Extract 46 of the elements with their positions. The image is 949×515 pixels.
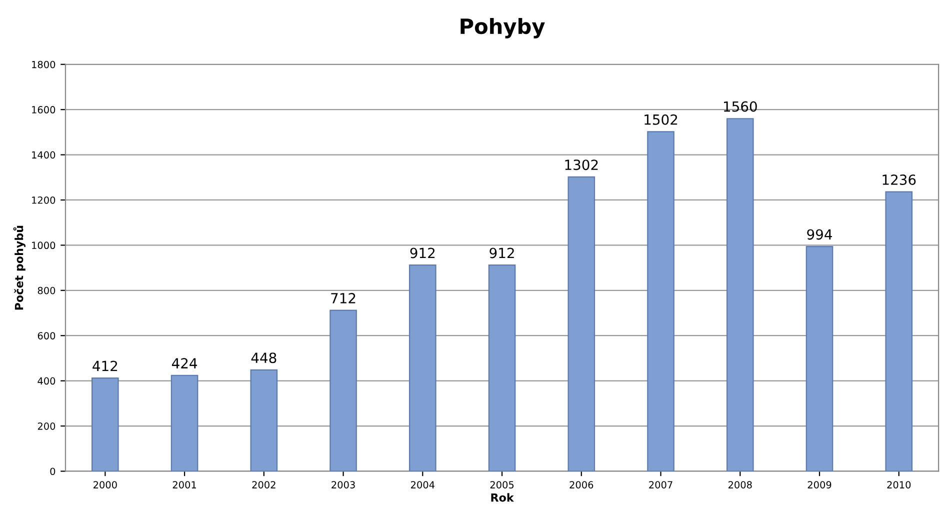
data-label: 1502: [644, 114, 678, 125]
bar: [409, 264, 436, 472]
y-tick-label: 1000: [32, 242, 56, 250]
x-tick-label: 2001: [172, 481, 196, 488]
y-tick-label: 800: [38, 286, 56, 294]
x-axis-title: Rok: [491, 493, 514, 502]
y-tick-label: 1200: [32, 196, 56, 204]
y-tick-label: 1600: [32, 106, 56, 114]
bar: [488, 264, 516, 472]
bar: [92, 378, 119, 472]
x-tick-label: 2000: [94, 481, 117, 488]
data-label: 412: [92, 360, 118, 372]
x-tick-label: 2006: [570, 481, 594, 488]
x-tick-label: 2010: [887, 481, 911, 488]
x-tick-label: 2009: [808, 481, 832, 488]
bar: [250, 369, 278, 472]
y-tick-label: 0: [50, 468, 56, 476]
x-tick-label: 2004: [410, 481, 434, 488]
data-label: 424: [172, 358, 198, 368]
x-tick-label: 2003: [332, 481, 355, 488]
data-label: 912: [410, 248, 435, 258]
bar: [647, 131, 674, 472]
data-label: 994: [807, 229, 832, 240]
data-label: 1236: [882, 174, 916, 185]
y-tick-label: 600: [38, 332, 56, 340]
data-label: 448: [251, 352, 276, 364]
x-tick-label: 2002: [252, 481, 276, 488]
bar: [170, 374, 198, 472]
y-tick-label: 1400: [32, 151, 56, 159]
bar: [806, 246, 834, 472]
chart-title: Pohyby: [460, 18, 545, 38]
x-tick-label: 2008: [728, 481, 752, 488]
x-tick-label: 2005: [490, 481, 514, 488]
data-label: 712: [331, 292, 356, 304]
y-tick-label: 200: [38, 422, 56, 430]
x-tick-label: 2007: [649, 481, 672, 488]
data-label: 1560: [724, 101, 757, 112]
y-tick-label: 400: [38, 377, 56, 385]
data-label: 1302: [565, 160, 598, 170]
y-axis-title: Počet pohybů: [13, 226, 26, 310]
bar: [885, 191, 913, 472]
y-tick-label: 1800: [32, 60, 56, 68]
data-label: 912: [490, 248, 514, 258]
bar: [726, 118, 754, 472]
bar: [330, 310, 357, 472]
bar: [568, 176, 596, 472]
